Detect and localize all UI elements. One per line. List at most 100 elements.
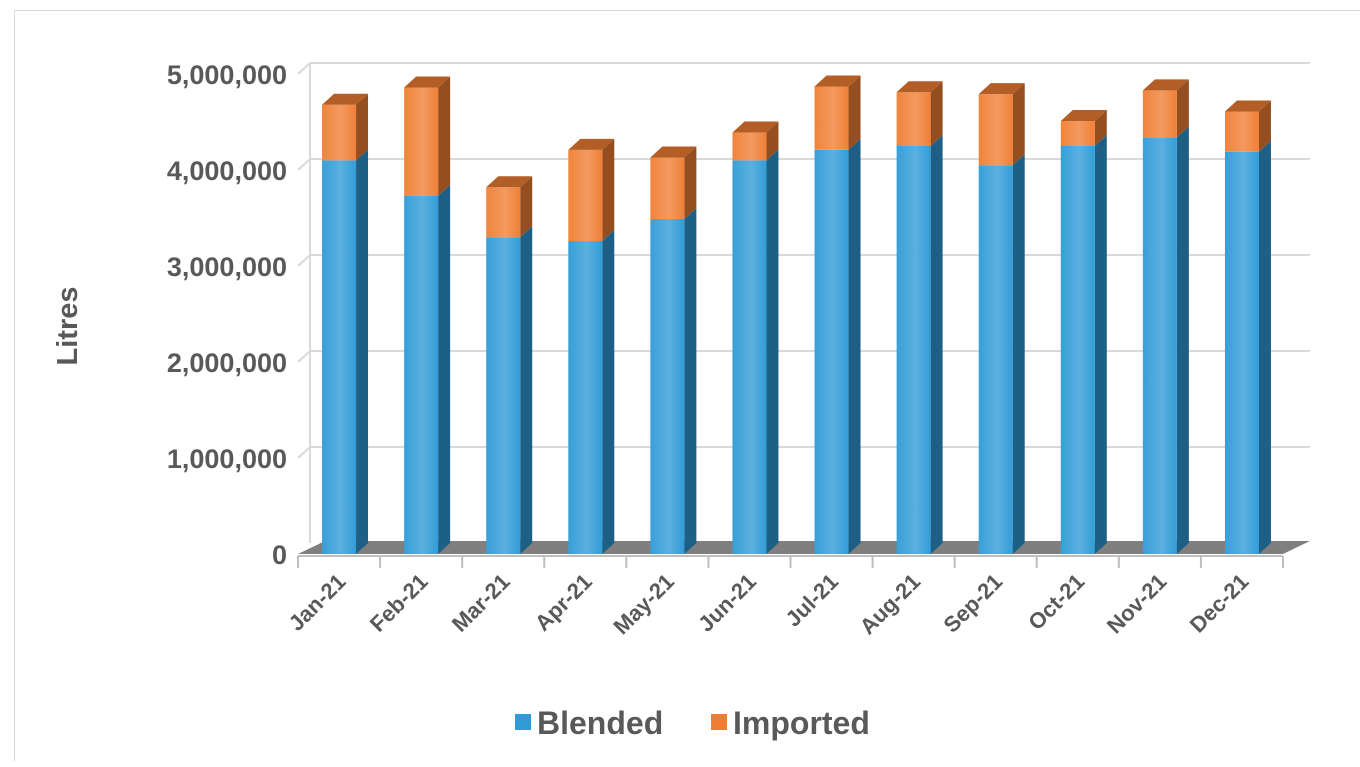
bar-blended-side <box>930 135 943 554</box>
bar-imported-side <box>930 81 943 146</box>
bar-blended <box>1142 137 1177 555</box>
bar-blended-side <box>438 184 451 555</box>
bar-imported <box>568 149 603 242</box>
gridlines <box>297 62 1310 543</box>
bar-imported-side <box>1258 100 1271 152</box>
bar-imported-top <box>1224 100 1271 112</box>
bar-blended <box>978 165 1013 554</box>
bar-group-may-21 <box>650 146 697 554</box>
bar-blended-side <box>684 207 697 554</box>
legend: Blended Imported <box>515 705 870 741</box>
bar-blended-side <box>356 149 369 554</box>
bar-imported <box>322 104 357 161</box>
y-axis-tick-labels: 0 1,000,000 2,000,000 3,000,000 4,000,000 5,0… <box>167 60 287 570</box>
bar-blended-side <box>1176 126 1189 555</box>
x-tick-label: Jun-21 <box>693 569 761 637</box>
legend-item-imported: Imported <box>711 705 870 741</box>
bar-imported-side <box>684 146 697 219</box>
bar-imported-side <box>356 93 369 161</box>
bar-blended <box>732 160 767 554</box>
y-axis-title: Litres <box>52 287 84 366</box>
bar-imported-top <box>322 93 369 105</box>
chart-container: 0 1,000,000 2,000,000 3,000,000 4,000,000 5,0… <box>14 10 1360 761</box>
bar-imported-side <box>602 138 615 242</box>
bar-imported-side <box>1094 110 1107 146</box>
x-tick-label: Aug-21 <box>855 569 925 639</box>
bar-imported-top <box>486 176 533 188</box>
bar-imported <box>896 92 931 146</box>
x-tick-label: Jan-21 <box>284 569 351 636</box>
floor-surface <box>298 541 1310 554</box>
y-tick-label: 4,000,000 <box>167 156 287 186</box>
x-tick-label: Jul-21 <box>780 569 843 632</box>
y-tick-label: 0 <box>272 540 287 570</box>
bar-imported <box>1224 111 1259 152</box>
bar-imported-side <box>438 76 451 196</box>
gridline-side <box>297 446 311 459</box>
bar-imported-side <box>1176 79 1189 138</box>
y-tick-label: 1,000,000 <box>167 444 287 474</box>
bar-blended <box>1224 151 1259 554</box>
bar-blended <box>650 218 685 554</box>
bar-group-feb-21 <box>404 76 451 555</box>
bar-imported-top <box>732 121 779 133</box>
gridline-side <box>297 254 311 267</box>
bar-imported-side <box>766 121 779 161</box>
bar-blended <box>896 146 931 554</box>
bar-imported <box>1142 90 1177 138</box>
x-tick-label: Nov-21 <box>1102 569 1172 639</box>
bar-imported-side <box>520 176 533 238</box>
y-tick-label: 3,000,000 <box>167 252 287 282</box>
bar-blended <box>568 241 603 555</box>
bar-group-jun-21 <box>732 121 779 554</box>
bar-imported <box>978 94 1013 166</box>
bars <box>322 75 1271 555</box>
bar-imported-top <box>1142 79 1189 91</box>
bar-group-dec-21 <box>1224 100 1271 554</box>
bar-blended <box>404 195 439 555</box>
bar-imported <box>486 187 521 238</box>
bar-group-mar-21 <box>486 176 533 554</box>
x-axis: Jan-21 Feb-21 Mar-21 Apr-21 May-21 Jun-21 Jul-… <box>284 556 1284 639</box>
bar-blended <box>322 160 357 554</box>
bar-imported-top <box>1060 110 1107 122</box>
legend-item-blended: Blended <box>515 705 663 741</box>
bar-blended-side <box>766 149 779 554</box>
gridline-side <box>297 158 311 171</box>
bar-blended-side <box>520 226 533 554</box>
gridline-side <box>297 350 311 363</box>
x-tick-label: Apr-21 <box>530 569 597 636</box>
bar-blended-side <box>1094 135 1107 554</box>
bar-group-apr-21 <box>568 138 615 555</box>
stacked-bar-chart: 0 1,000,000 2,000,000 3,000,000 4,000,000 5,0… <box>52 60 1310 741</box>
legend-swatch <box>711 714 727 730</box>
legend-label: Blended <box>537 705 663 741</box>
bar-group-sep-21 <box>978 83 1025 554</box>
bar-imported-top <box>978 83 1025 95</box>
bar-imported-top <box>896 81 943 93</box>
bar-imported-top <box>568 138 615 150</box>
bar-blended-side <box>848 138 861 554</box>
bar-imported <box>814 86 849 150</box>
y-tick-label: 5,000,000 <box>167 60 287 90</box>
bar-imported <box>404 87 439 196</box>
bar-group-nov-21 <box>1142 79 1189 555</box>
legend-label: Imported <box>733 705 870 741</box>
bar-blended <box>814 149 849 554</box>
bar-imported-top <box>814 75 861 87</box>
x-tick-label: Sep-21 <box>939 569 1008 638</box>
bar-imported <box>650 157 685 219</box>
bar-group-aug-21 <box>896 81 943 554</box>
x-tick-label: Dec-21 <box>1185 569 1254 638</box>
gridline-side <box>297 62 311 75</box>
x-tick-label: Feb-21 <box>365 569 433 637</box>
y-tick-label: 2,000,000 <box>167 348 287 378</box>
bar-group-jan-21 <box>322 93 369 554</box>
bar-imported <box>732 132 767 161</box>
bar-blended-side <box>602 230 615 555</box>
bar-imported <box>1060 121 1095 146</box>
legend-swatch <box>515 714 531 730</box>
x-tick-label: Oct-21 <box>1023 569 1089 635</box>
bar-blended-side <box>1012 154 1025 554</box>
bar-blended-side <box>1258 140 1271 554</box>
